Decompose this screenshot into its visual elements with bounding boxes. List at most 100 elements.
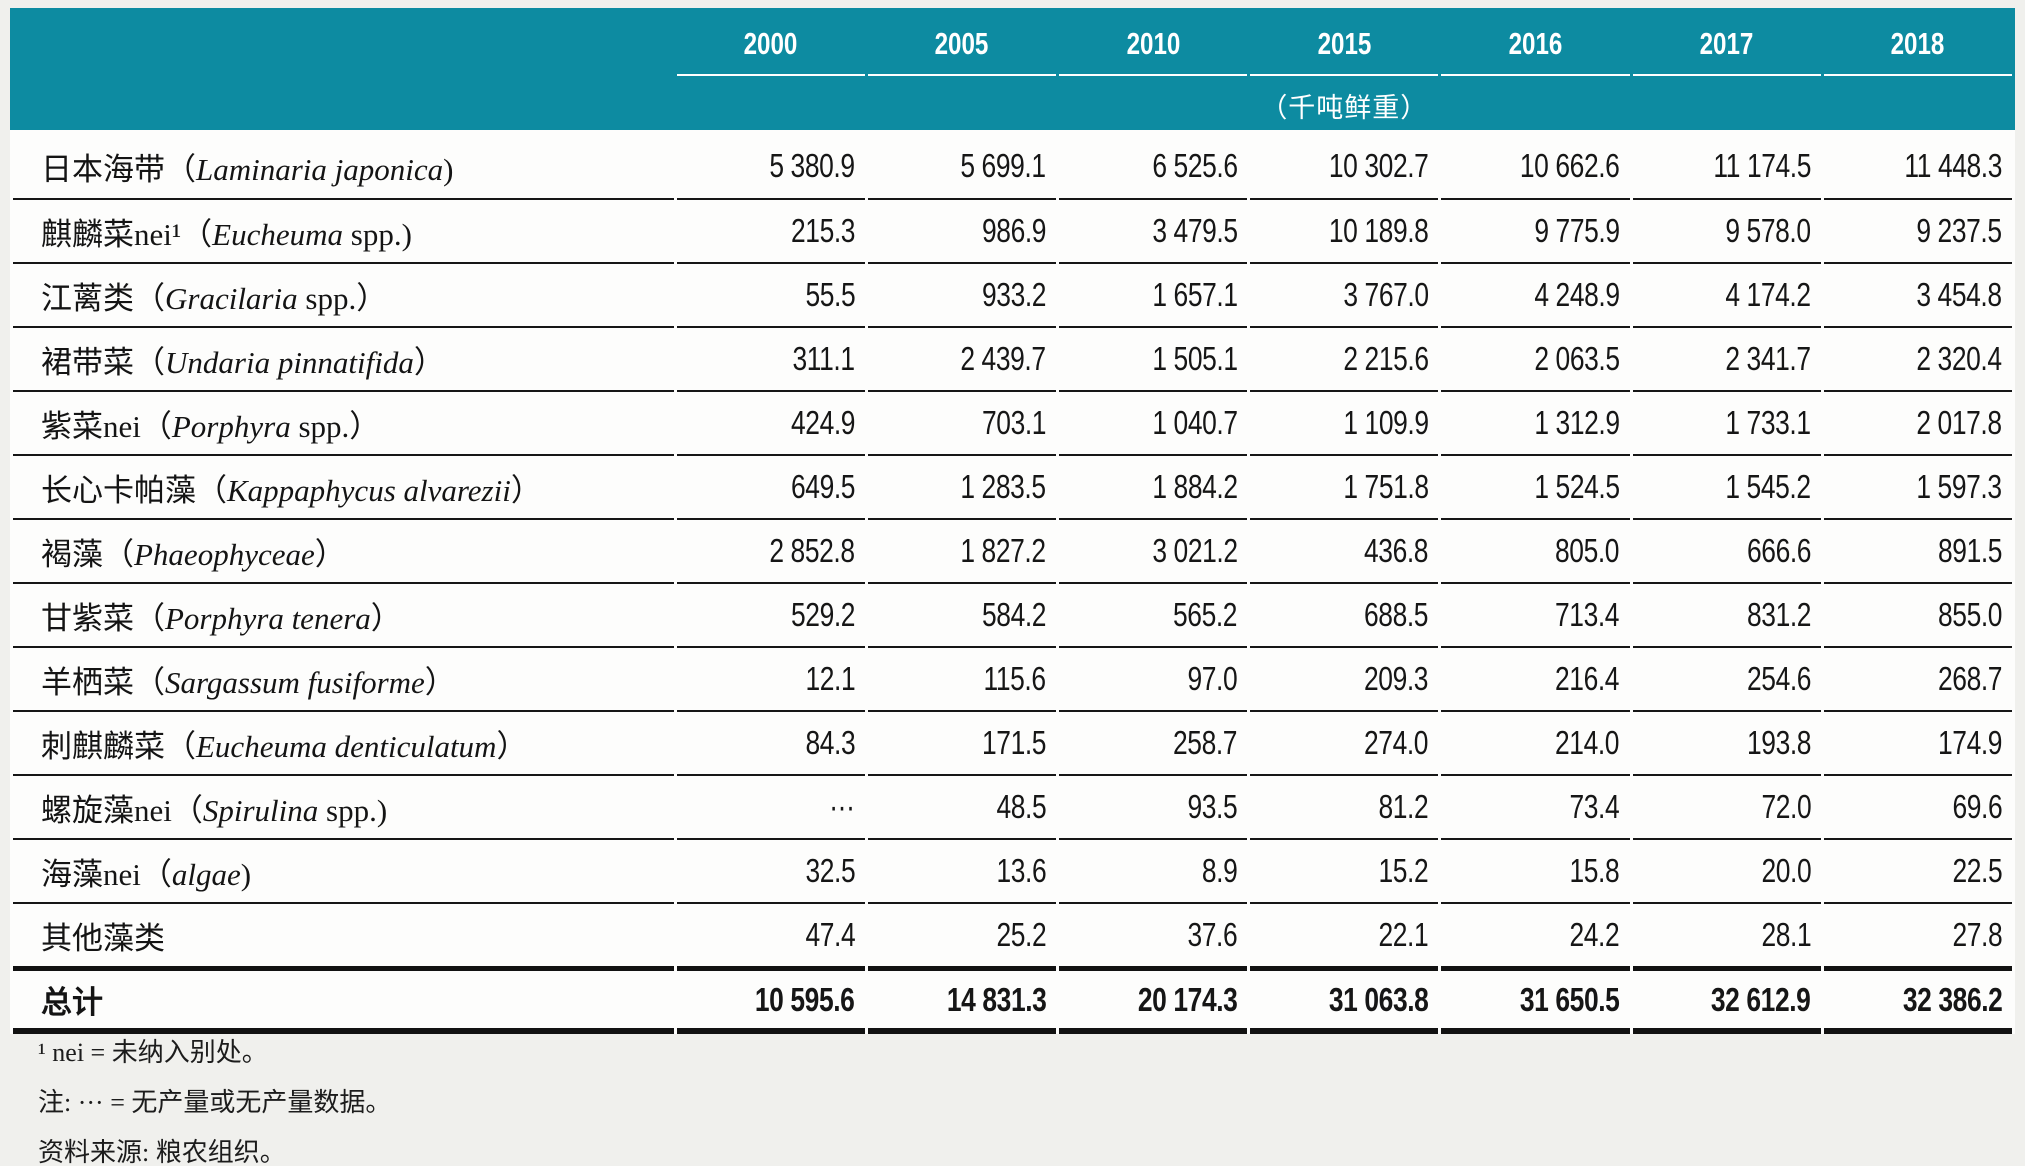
species-latin-name: algae bbox=[171, 856, 241, 892]
species-latin-name: Laminaria japonica bbox=[196, 151, 444, 187]
value-cell: 20.0 bbox=[1632, 838, 1821, 902]
value-number: 713.4 bbox=[1555, 596, 1620, 633]
value-number: 215.3 bbox=[790, 212, 855, 249]
value-cell: 209.3 bbox=[1250, 646, 1439, 710]
table-body: 日本海带（Laminaria japonica) 5 380.9 5 699.1 6 … bbox=[13, 134, 2012, 966]
value-cell: 1 109.9 bbox=[1250, 390, 1439, 454]
species-name-suffix: ） bbox=[370, 600, 402, 636]
value-number: 15.8 bbox=[1569, 852, 1620, 889]
table-row: 麒麟菜nei¹（Eucheuma spp.) 215.3 986.9 3 479.5 1… bbox=[13, 198, 2012, 262]
value-number: 214.0 bbox=[1555, 724, 1620, 761]
value-cell: 703.1 bbox=[867, 390, 1057, 454]
value-cell: 22.5 bbox=[1823, 838, 2012, 902]
year-label: 2000 bbox=[743, 26, 798, 61]
value-cell: 3 021.2 bbox=[1059, 518, 1248, 582]
value-cell: 258.7 bbox=[1059, 710, 1248, 774]
value-cell: 12.1 bbox=[676, 646, 865, 710]
table-row: 裙带菜（Undaria pinnatifida） 311.1 2 439.7 1 50… bbox=[13, 326, 2012, 390]
value-number: 9 578.0 bbox=[1725, 212, 1811, 249]
value-number: 649.5 bbox=[790, 468, 855, 505]
value-number: 13.6 bbox=[996, 852, 1047, 889]
value-number: 10 302.7 bbox=[1328, 147, 1429, 184]
value-number: 424.9 bbox=[790, 404, 855, 441]
value-number: 15.2 bbox=[1378, 852, 1429, 889]
table-row: 褐藻（Phaeophyceae） 2 852.8 1 827.2 3 021.2 436… bbox=[13, 518, 2012, 582]
value-number: 174.9 bbox=[1937, 724, 2002, 761]
species-name: 长心卡帕藻（ bbox=[41, 472, 227, 508]
value-number: 193.8 bbox=[1746, 724, 1811, 761]
species-name: 甘紫菜（ bbox=[41, 600, 165, 636]
value-number: 216.4 bbox=[1555, 660, 1620, 697]
value-number: 12.1 bbox=[805, 660, 855, 697]
value-cell: 81.2 bbox=[1250, 774, 1439, 838]
species-name-suffix: ） bbox=[424, 664, 456, 700]
value-cell: 27.8 bbox=[1823, 902, 2012, 966]
value-cell: 2 017.8 bbox=[1823, 390, 2012, 454]
value-number: 311.1 bbox=[792, 340, 856, 377]
total-value-cell: 32 612.9 bbox=[1632, 966, 1821, 1034]
value-cell: 97.0 bbox=[1059, 646, 1248, 710]
value-number: 10 662.6 bbox=[1520, 147, 1620, 184]
species-cell: 刺麒麟菜（Eucheuma denticulatum） bbox=[13, 710, 674, 774]
species-cell: 裙带菜（Undaria pinnatifida） bbox=[13, 326, 674, 390]
value-number: 81.2 bbox=[1378, 788, 1429, 825]
total-value-cell: 32 386.2 bbox=[1823, 966, 2012, 1034]
value-number: 25.2 bbox=[996, 916, 1047, 953]
value-number: 2 320.4 bbox=[1916, 340, 2003, 377]
species-cell: 紫菜nei（Porphyra spp.） bbox=[13, 390, 674, 454]
species-name: 刺麒麟菜（ bbox=[41, 728, 196, 764]
value-number: 4 248.9 bbox=[1534, 276, 1620, 313]
value-number: 72.0 bbox=[1760, 788, 1811, 825]
species-cell: 麒麟菜nei¹（Eucheuma spp.) bbox=[13, 198, 674, 262]
value-cell: 214.0 bbox=[1441, 710, 1630, 774]
value-number: 254.6 bbox=[1746, 660, 1811, 697]
value-cell: 13.6 bbox=[867, 838, 1057, 902]
value-cell: 3 454.8 bbox=[1823, 262, 2012, 326]
table-container: 2000 2005 2010 2015 2016 2017 2018 （千吨鲜重） 日本海带… bbox=[10, 8, 2015, 1034]
species-name-suffix: ) bbox=[443, 151, 454, 187]
value-cell: 9 578.0 bbox=[1632, 198, 1821, 262]
value-number: 24.2 bbox=[1569, 916, 1620, 953]
year-label: 2016 bbox=[1508, 26, 1563, 61]
species-cell: 螺旋藻nei（Spirulina spp.) bbox=[13, 774, 674, 838]
species-name: 日本海带（ bbox=[41, 151, 196, 187]
value-number: 55.5 bbox=[805, 276, 855, 313]
year-label: 2015 bbox=[1317, 26, 1372, 61]
species-name: 裙带菜（ bbox=[41, 344, 165, 380]
table-row: 江蓠类（Gracilaria spp.） 55.5 933.2 1 657.1 3 76… bbox=[13, 262, 2012, 326]
species-cell: 羊栖菜（Sargassum fusiforme） bbox=[13, 646, 674, 710]
value-cell: 891.5 bbox=[1823, 518, 2012, 582]
value-number: 6 525.6 bbox=[1151, 147, 1238, 184]
value-number: 93.5 bbox=[1187, 788, 1238, 825]
year-header-row: 2000 2005 2010 2015 2016 2017 2018 bbox=[13, 8, 2012, 76]
species-cell: 其他藻类 bbox=[13, 902, 674, 966]
total-row: 总计 10 595.6 14 831.3 20 174.3 31 063.8 31 65… bbox=[13, 966, 2012, 1034]
value-cell: 1 505.1 bbox=[1059, 326, 1248, 390]
value-cell: 1 040.7 bbox=[1059, 390, 1248, 454]
value-number: 2 063.5 bbox=[1534, 340, 1620, 377]
species-cell: 长心卡帕藻（Kappaphycus alvarezii） bbox=[13, 454, 674, 518]
value-number: ··· bbox=[829, 788, 856, 825]
value-cell: 48.5 bbox=[867, 774, 1057, 838]
value-number: 1 505.1 bbox=[1151, 340, 1238, 377]
species-cell: 海藻nei（algae) bbox=[13, 838, 674, 902]
value-cell: 69.6 bbox=[1823, 774, 2012, 838]
value-number: 32.5 bbox=[805, 852, 855, 889]
value-cell: 84.3 bbox=[676, 710, 865, 774]
value-cell: 93.5 bbox=[1059, 774, 1248, 838]
value-cell: 9 775.9 bbox=[1441, 198, 1630, 262]
year-header: 2016 bbox=[1441, 8, 1630, 76]
footnote-line: 资料来源: 粮农组织。 bbox=[38, 1138, 286, 1166]
value-number: 268.7 bbox=[1937, 660, 2002, 697]
species-name-suffix: spp.) bbox=[343, 216, 412, 252]
value-number: 1 597.3 bbox=[1916, 468, 2003, 505]
value-number: 3 479.5 bbox=[1151, 212, 1238, 249]
value-cell: 22.1 bbox=[1250, 902, 1439, 966]
total-value-number: 32 612.9 bbox=[1711, 980, 1811, 1018]
value-number: 22.5 bbox=[1952, 852, 2002, 889]
value-cell: 649.5 bbox=[676, 454, 865, 518]
table-row: 其他藻类 47.4 25.2 37.6 22.1 24.2 28.1 27.8 bbox=[13, 902, 2012, 966]
total-value-number: 31 650.5 bbox=[1520, 980, 1620, 1018]
value-number: 1 545.2 bbox=[1725, 468, 1811, 505]
value-number: 666.6 bbox=[1746, 532, 1811, 569]
